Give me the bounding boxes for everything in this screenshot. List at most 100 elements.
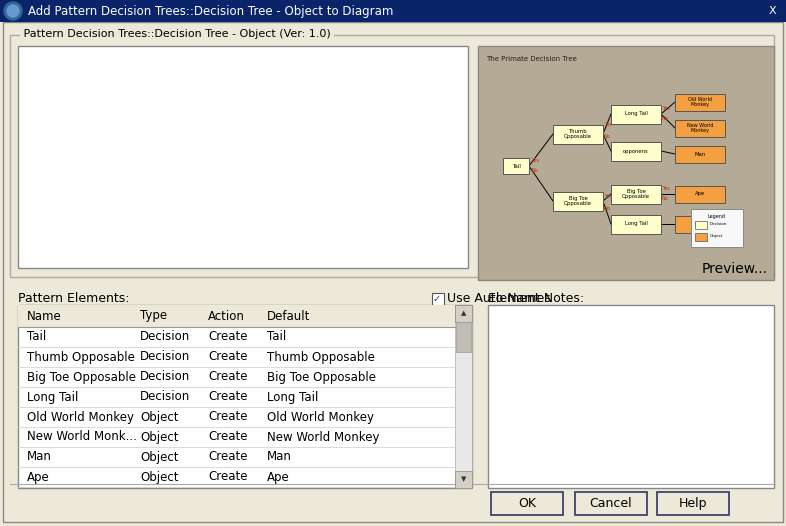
Text: No: No [662,197,669,201]
Text: ▲: ▲ [461,310,466,317]
Bar [18,46,468,268]
Text: Decision: Decision [140,370,190,383]
Text: Create: Create [208,350,248,363]
Text: Create: Create [208,390,248,403]
Text: Create: Create [208,370,248,383]
Bar [0,5,786,6]
Bar [675,146,725,163]
Bar [0,10,786,11]
Bar [0,4,786,5]
Text: Long Tail: Long Tail [267,390,318,403]
Bar [0,9,786,10]
Text: Ape: Ape [267,470,290,483]
Text: The Primate Decision Tree: The Primate Decision Tree [486,56,577,62]
Text: Thumb Opposable: Thumb Opposable [267,350,375,363]
Bar [575,492,647,515]
Text: Decision: Decision [140,350,190,363]
Bar [0,11,786,12]
Text: Object: Object [140,450,178,463]
Text: Tail: Tail [27,330,46,343]
Text: Create: Create [208,430,248,443]
Text: ✓: ✓ [433,294,441,304]
Bar [0,1,786,2]
Text: Object: Object [140,410,178,423]
Text: Create: Create [208,410,248,423]
Text: Big Toe
Opposable: Big Toe Opposable [622,189,650,199]
Text: No: No [531,168,538,174]
Text: Legend: Legend [708,214,726,219]
Text: New World Monkey: New World Monkey [267,430,380,443]
Bar [675,186,725,203]
Bar [675,119,725,137]
Text: Thumb
Opposable: Thumb Opposable [564,129,592,139]
Text: Man: Man [27,450,52,463]
Text: Type: Type [140,309,167,322]
Bar [0,6,786,7]
Bar [0,7,786,8]
Bar [611,105,661,124]
Text: Big Toe
Opposable: Big Toe Opposable [564,196,592,206]
Text: Man: Man [695,221,706,227]
Bar [695,221,707,229]
Text: No: No [662,116,669,122]
Bar [0,15,786,16]
Bar [0,21,786,22]
Bar [455,305,472,488]
Bar [18,305,455,327]
Text: Yes: Yes [604,122,612,126]
Text: Old World Monkey: Old World Monkey [267,410,374,423]
Bar [432,293,444,305]
Bar [0,12,786,13]
Bar [691,209,743,247]
Text: Yes: Yes [531,157,539,163]
Text: Use Auto Names: Use Auto Names [447,292,551,305]
Text: Object: Object [140,470,178,483]
Text: Create: Create [208,470,248,483]
Text: Cancel: Cancel [590,497,632,510]
Text: New World
Monkey: New World Monkey [687,123,713,133]
Text: Decision: Decision [140,330,190,343]
Text: Object: Object [140,430,178,443]
Circle shape [7,5,19,17]
Text: Long Tail: Long Tail [27,390,79,403]
Text: Action: Action [208,309,245,322]
Text: Long Tail: Long Tail [625,112,648,116]
Bar [0,14,786,15]
Bar [0,0,786,1]
Text: Preview...: Preview... [702,262,768,276]
Text: Help: Help [679,497,707,510]
Text: OK: OK [518,497,536,510]
Text: Decision: Decision [140,390,190,403]
Bar [455,471,472,488]
Text: Yes: Yes [662,186,670,190]
Bar [0,18,786,19]
Text: X: X [768,6,776,16]
Text: Yes: Yes [604,194,612,198]
Text: Thumb Opposable: Thumb Opposable [27,350,135,363]
Bar [478,46,774,280]
Bar [503,158,529,174]
Bar [0,13,786,14]
Text: Man: Man [267,450,292,463]
Text: No: No [604,135,611,139]
Circle shape [4,2,22,20]
Text: New World Monk...: New World Monk... [27,430,137,443]
Bar [455,305,472,322]
Bar [0,2,786,3]
Text: Tail: Tail [512,164,520,168]
Text: Decision: Decision [710,222,727,226]
Bar [0,20,786,21]
Bar [695,233,707,241]
Bar [0,0,786,22]
Bar [0,19,786,20]
Bar [491,492,563,515]
Text: Pattern Decision Trees::Decision Tree - Object (Ver: 1.0): Pattern Decision Trees::Decision Tree - … [20,29,334,39]
Text: Default: Default [267,309,310,322]
Text: Man: Man [695,151,706,157]
Text: No: No [604,207,611,211]
Bar [0,0,786,22]
Bar [488,305,774,488]
Text: Ape: Ape [695,191,705,197]
Text: Add Pattern Decision Trees::Decision Tree - Object to Diagram: Add Pattern Decision Trees::Decision Tre… [28,5,393,17]
Bar [611,141,661,160]
